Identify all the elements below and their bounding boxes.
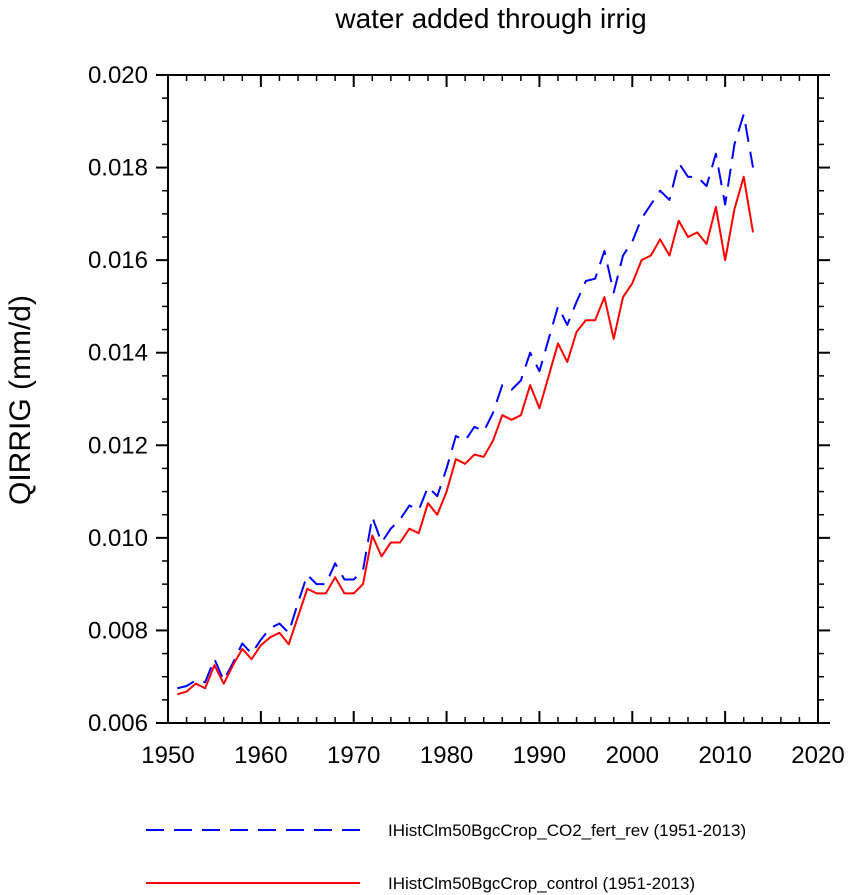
- y-tick-label: 0.020: [88, 62, 148, 89]
- y-tick-label: 0.010: [88, 525, 148, 552]
- y-tick-label: 0.008: [88, 617, 148, 644]
- x-axis-ticks: 1950 1960 1970 1980 1990 2000 2010 2020: [141, 75, 845, 769]
- x-tick-label: 1950: [141, 742, 194, 769]
- legend-label-co2-fert-rev: IHistClm50BgcCrop_CO2_fert_rev (1951-201…: [388, 821, 746, 840]
- y-tick-label: 0.018: [88, 155, 148, 182]
- x-tick-label: 1970: [327, 742, 380, 769]
- x-tick-label: 1960: [234, 742, 287, 769]
- y-axis-ticks: 0.006 0.008 0.010 0.012 0.014 0.016 0.018 0.020: [88, 62, 830, 737]
- x-tick-label: 2020: [791, 742, 844, 769]
- series-line-co2-fert-rev: [177, 113, 754, 690]
- plot-frame: [167, 74, 819, 724]
- x-tick-label: 1980: [420, 742, 473, 769]
- y-axis-label: QIRRIG (mm/d): [4, 295, 37, 505]
- series-line-control: [177, 175, 754, 696]
- legend: IHistClm50BgcCrop_CO2_fert_rev (1951-201…: [146, 821, 746, 893]
- chart-title: water added through irrig: [334, 3, 646, 34]
- y-tick-label: 0.006: [88, 710, 148, 737]
- x-tick-label: 2010: [698, 742, 751, 769]
- y-tick-label: 0.012: [88, 432, 148, 459]
- x-tick-label: 1990: [513, 742, 566, 769]
- y-tick-label: 0.014: [88, 340, 148, 367]
- legend-label-control: IHistClm50BgcCrop_control (1951-2013): [388, 874, 695, 893]
- x-tick-label: 2000: [606, 742, 659, 769]
- series-layer: [177, 113, 754, 696]
- y-tick-label: 0.016: [88, 247, 148, 274]
